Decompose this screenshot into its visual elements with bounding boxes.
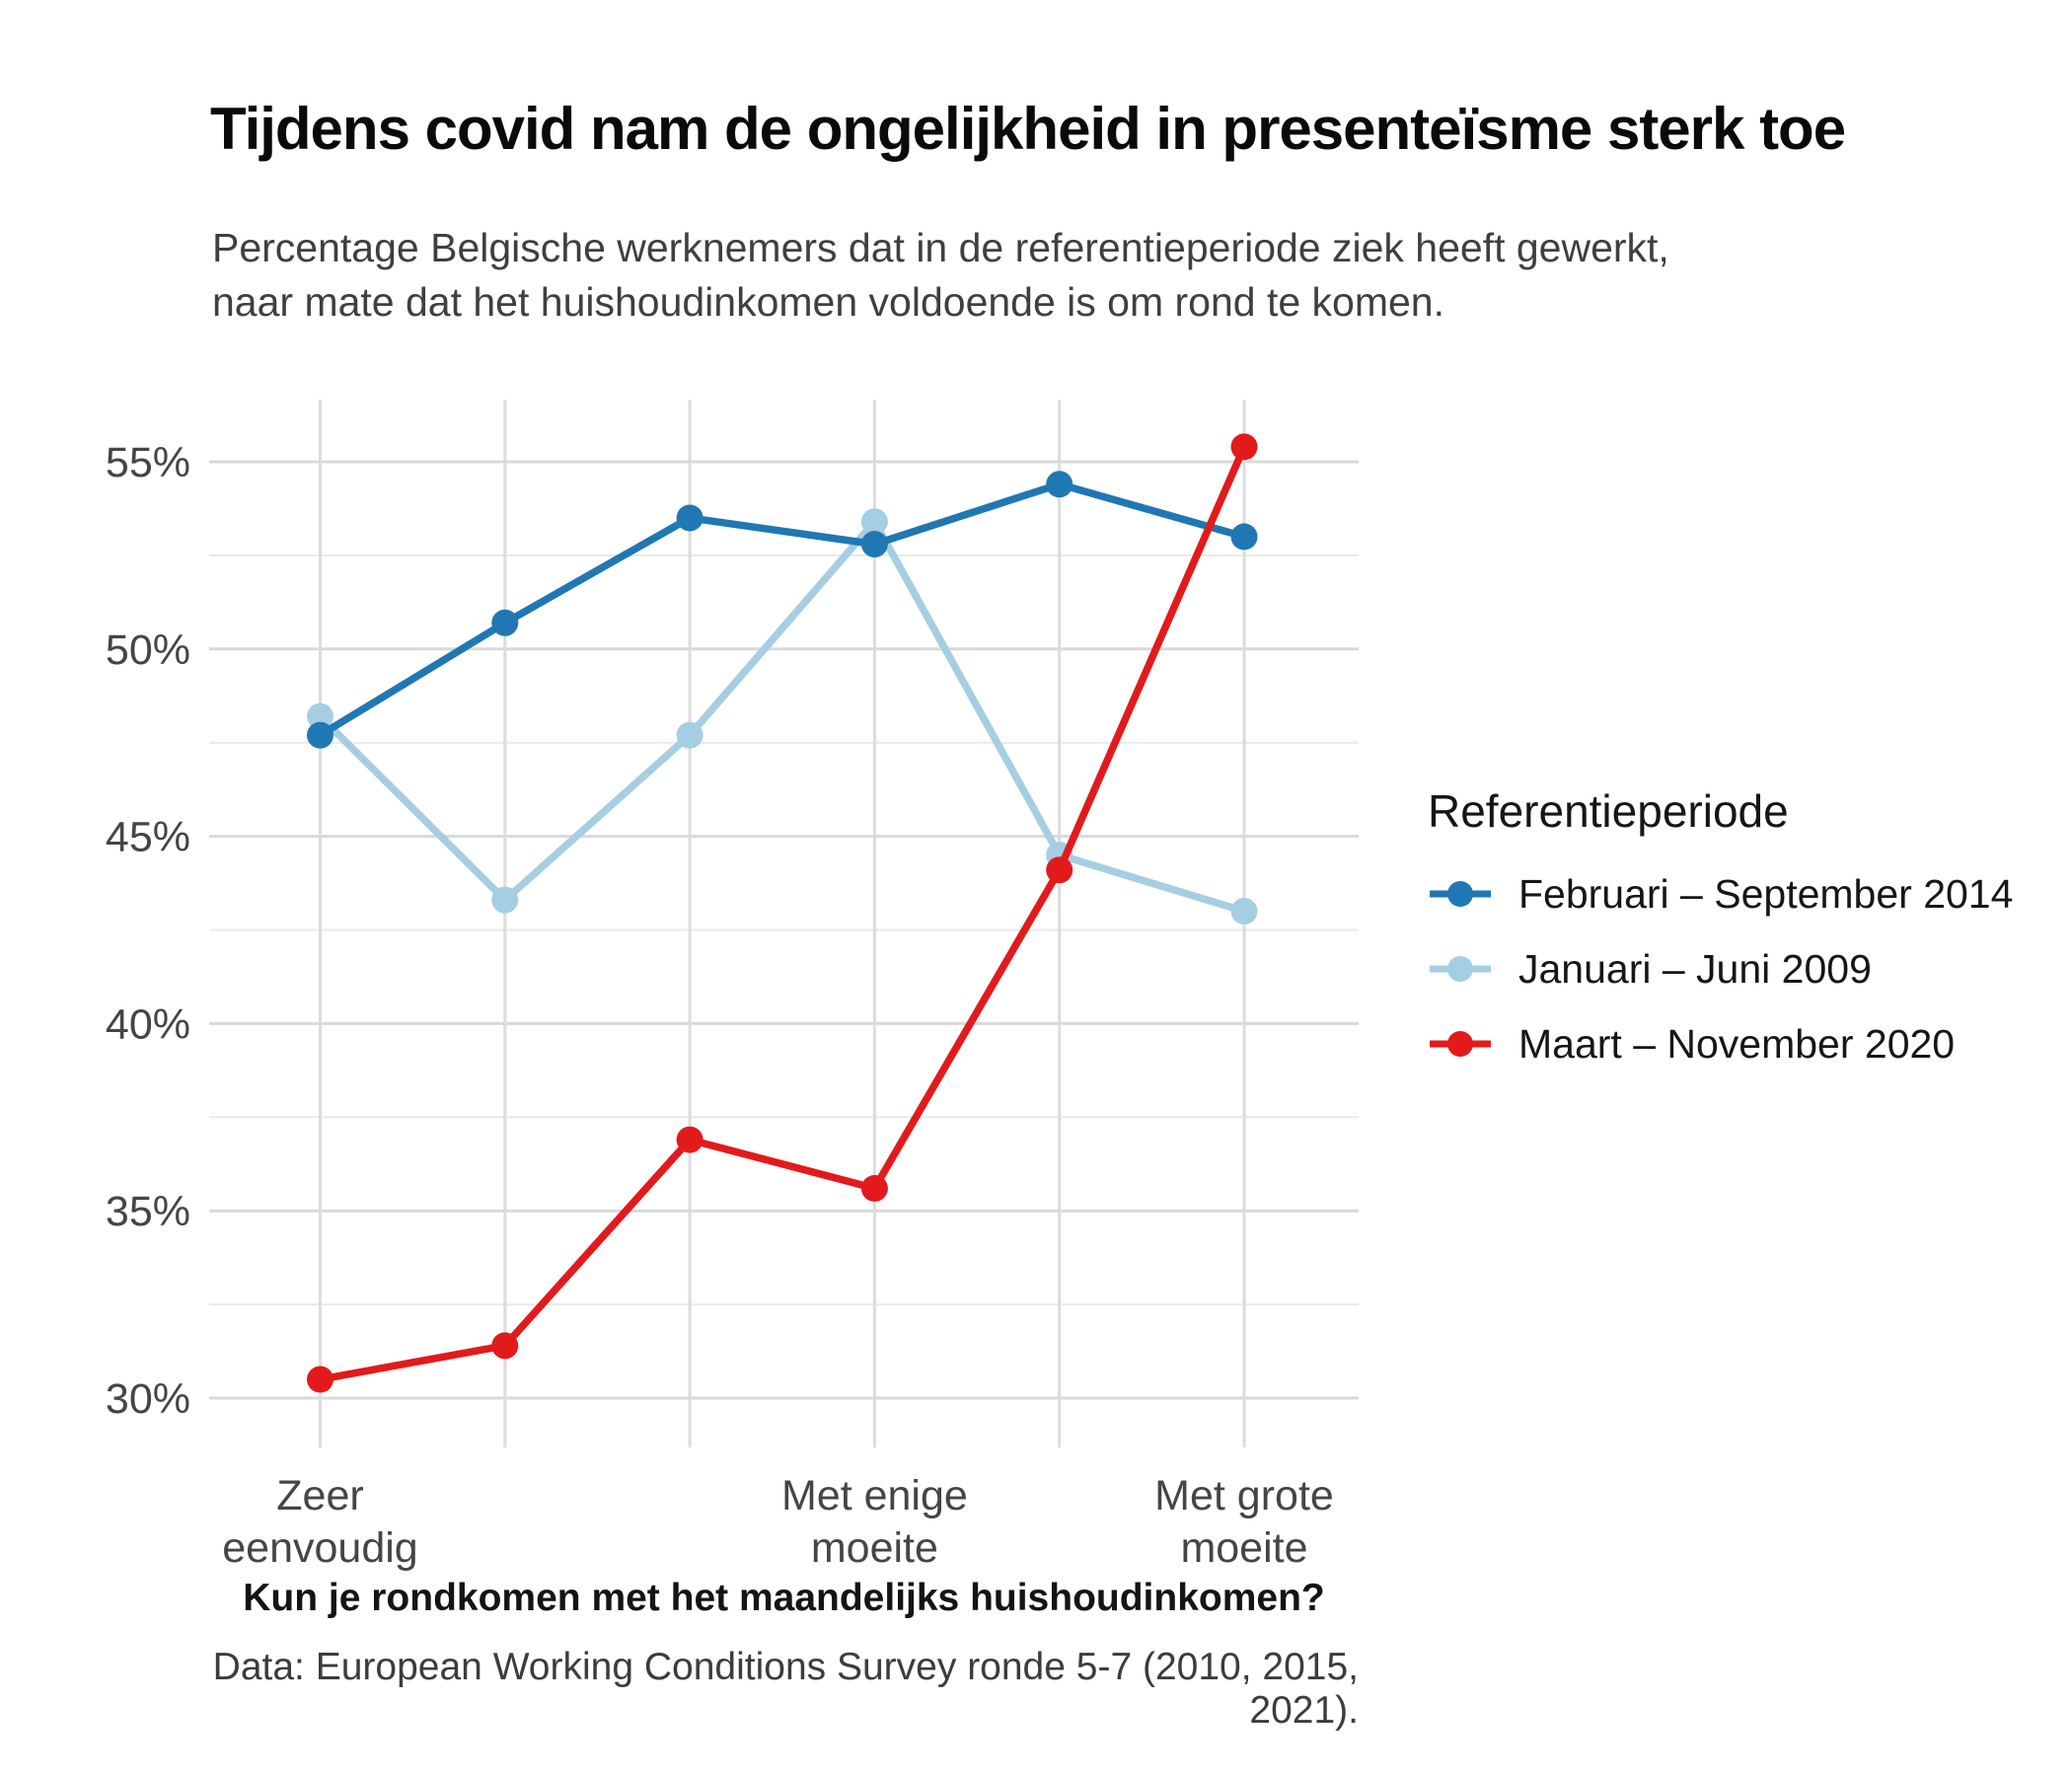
data-point-s1-0 <box>307 703 333 730</box>
x-tick-label-0: Zeer eenvoudig <box>222 1472 417 1572</box>
legend-item-1: Januari – Juni 2009 <box>1428 931 2013 1006</box>
subtitle-line-2: naar mate dat het huishoudinkomen voldoe… <box>212 279 1444 325</box>
x-tick-label-3: Met enige moeite <box>781 1472 968 1572</box>
data-point-s2-0 <box>307 1366 333 1393</box>
legend-item-label: Maart – November 2020 <box>1518 1020 1956 1067</box>
data-point-s2-3 <box>860 1174 888 1202</box>
data-point-s1-3 <box>860 508 888 536</box>
legend-item-label: Januari – Juni 2009 <box>1518 945 1872 992</box>
data-source-caption: Data: European Working Conditions Survey… <box>212 1646 1359 1732</box>
chart-title: Tijdens covid nam de ongelijkheid in pre… <box>210 96 1846 162</box>
legend-key-icon <box>1430 881 1491 907</box>
data-point-s2-1 <box>491 1332 519 1360</box>
data-point-s0-3 <box>860 531 888 558</box>
x-axis-title: Kun je rondkomen met het maandelijks hui… <box>243 1577 1325 1619</box>
subtitle-line-1: Percentage Belgische werknemers dat in d… <box>212 225 1669 270</box>
legend-item-2: Maart – November 2020 <box>1428 1006 2013 1081</box>
series-line-0 <box>316 481 1248 739</box>
y-tick-label-45%: 45% <box>106 814 190 861</box>
y-tick-label-40%: 40% <box>106 1000 190 1048</box>
legend-item-label: Februari – September 2014 <box>1518 870 2014 917</box>
legend-items: Februari – September 2014 Januari – Juni … <box>1428 856 2013 1081</box>
data-point-s0-1 <box>491 609 519 636</box>
y-tick-label-35%: 35% <box>106 1188 190 1235</box>
legend: Referentieperiode Februari – September 2… <box>1428 785 2013 1081</box>
data-point-s0-4 <box>1046 471 1073 498</box>
series-line-1 <box>316 517 1248 916</box>
data-point-s2-4 <box>1046 856 1073 884</box>
data-point-s2-5 <box>1230 433 1258 461</box>
chart-subtitle: Percentage Belgische werknemers dat in d… <box>212 221 1889 330</box>
y-tick-label-50%: 50% <box>106 627 190 674</box>
legend-key-icon <box>1430 956 1491 982</box>
legend-title: Referentieperiode <box>1428 785 1789 837</box>
data-point-s0-2 <box>676 504 703 532</box>
data-point-s2-2 <box>676 1126 703 1153</box>
y-tick-label-55%: 55% <box>106 439 190 486</box>
legend-key-icon <box>1430 1031 1491 1057</box>
x-tick-label-5: Met grote moeite <box>1154 1472 1334 1572</box>
data-point-s0-0 <box>307 721 333 749</box>
y-tick-label-30%: 30% <box>106 1375 190 1423</box>
data-point-s1-5 <box>1230 898 1258 925</box>
series-line-2 <box>316 443 1248 1383</box>
data-point-s1-1 <box>491 886 519 914</box>
data-point-s1-2 <box>676 721 703 749</box>
legend-item-0: Februari – September 2014 <box>1428 856 2013 931</box>
data-point-s0-5 <box>1230 523 1258 551</box>
